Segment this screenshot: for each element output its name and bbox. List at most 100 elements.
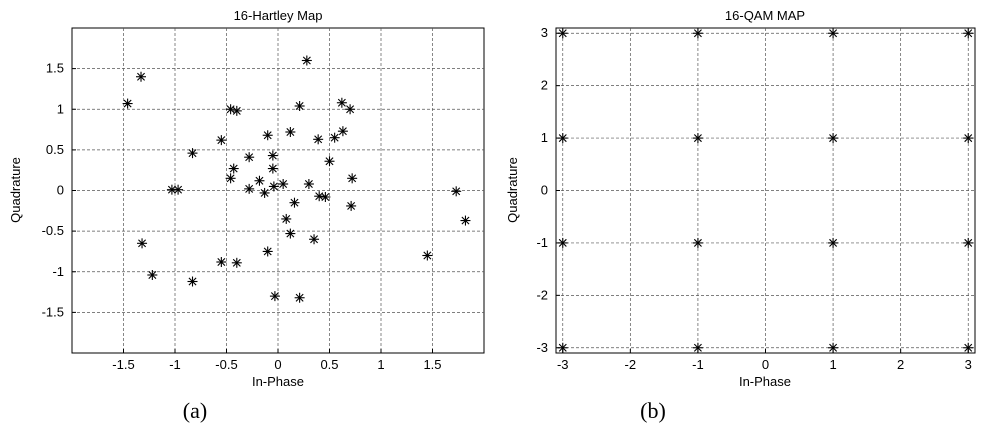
x-tick-label: -0.5 <box>215 357 237 372</box>
data-point <box>451 186 462 197</box>
panel-caption: (b) <box>640 398 666 423</box>
x-axis-label: In-Phase <box>252 374 304 389</box>
panel-caption: (a) <box>183 398 207 423</box>
data-point <box>267 150 278 161</box>
y-tick-label: 0 <box>541 183 548 198</box>
data-point <box>281 213 292 224</box>
x-tick-label: 0.5 <box>320 357 338 372</box>
data-point <box>228 163 239 174</box>
data-point <box>244 152 255 163</box>
x-tick-label: -2 <box>625 357 637 372</box>
data-point <box>324 156 335 167</box>
y-tick-label: 1.5 <box>46 61 64 76</box>
x-tick-label: -1 <box>169 357 181 372</box>
data-point <box>828 342 839 353</box>
data-point <box>269 291 280 302</box>
x-tick-label: -1.5 <box>112 357 134 372</box>
data-point <box>345 104 356 115</box>
data-point <box>262 246 273 257</box>
data-point <box>828 133 839 144</box>
data-point <box>692 28 703 39</box>
data-point <box>278 179 289 189</box>
data-point <box>122 98 133 109</box>
x-tick-label: 1 <box>829 357 836 372</box>
x-tick-label: 1 <box>377 357 384 372</box>
data-point <box>244 183 255 194</box>
x-tick-label: -1 <box>692 357 704 372</box>
data-point <box>963 237 974 248</box>
x-tick-label: -3 <box>557 357 569 372</box>
data-point <box>337 126 348 137</box>
y-axis-label: Quadrature <box>505 157 520 223</box>
data-point <box>303 179 314 189</box>
x-axis-label: In-Phase <box>739 374 791 389</box>
data-point <box>963 342 974 353</box>
data-point <box>187 276 198 287</box>
y-tick-label: -1 <box>536 235 548 250</box>
qam-map-panel: 16-QAM MAP In-Phase Quadrature (b) -3 -2 -… <box>505 8 976 423</box>
y-tick-label: -1.5 <box>42 304 64 319</box>
data-point <box>301 55 312 66</box>
data-point <box>285 127 296 137</box>
data-point <box>136 71 147 82</box>
data-point <box>422 250 433 261</box>
data-point <box>294 292 305 303</box>
data-point <box>231 257 242 268</box>
data-point <box>187 148 198 159</box>
data-point <box>231 105 242 116</box>
data-point <box>254 175 265 186</box>
data-point <box>336 97 347 108</box>
chart-title: 16-QAM MAP <box>725 8 805 23</box>
y-tick-label: 3 <box>541 25 548 40</box>
data-point <box>285 228 296 239</box>
y-tick-label: 1 <box>57 101 64 116</box>
y-tick-label: -3 <box>536 340 548 355</box>
data-point <box>692 342 703 353</box>
x-tick-label: 1.5 <box>423 357 441 372</box>
x-tick-label: 2 <box>897 357 904 372</box>
y-axis-label: Quadrature <box>8 157 23 223</box>
data-point <box>963 133 974 144</box>
hartley-map-panel: 16-Hartley Map In-Phase Quadrature (a) -… <box>8 8 485 423</box>
data-point <box>828 28 839 39</box>
data-point <box>225 173 236 184</box>
data-point <box>557 133 568 144</box>
y-tick-label: 0 <box>57 183 64 198</box>
data-point <box>313 134 324 145</box>
data-point <box>557 237 568 248</box>
data-point <box>216 135 227 146</box>
data-point <box>137 238 148 249</box>
data-point <box>309 234 320 245</box>
y-tick-label: -0.5 <box>42 223 64 238</box>
data-point <box>692 133 703 144</box>
y-tick-label: -2 <box>536 287 548 302</box>
y-tick-label: -1 <box>52 264 64 279</box>
y-tick-label: 0.5 <box>46 142 64 157</box>
data-point <box>294 101 305 111</box>
chart-title: 16-Hartley Map <box>234 8 323 23</box>
data-point <box>320 192 331 202</box>
x-tick-label: 3 <box>965 357 972 372</box>
data-point <box>692 237 703 248</box>
data-point <box>173 184 184 195</box>
data-point <box>216 257 227 267</box>
data-point <box>557 28 568 39</box>
data-point <box>963 28 974 39</box>
data-point <box>259 187 270 198</box>
data-point <box>347 173 358 184</box>
grid <box>556 28 975 353</box>
data-point <box>262 130 273 141</box>
data-point <box>828 237 839 248</box>
grid <box>72 28 484 353</box>
data-point <box>267 163 278 174</box>
data-point <box>557 342 568 353</box>
y-tick-label: 2 <box>541 78 548 93</box>
data-point <box>289 197 300 208</box>
y-tick-label: 1 <box>541 130 548 145</box>
data-point <box>460 215 471 226</box>
data-point <box>147 270 158 280</box>
x-tick-label: 0 <box>274 357 281 372</box>
data-point <box>346 200 357 211</box>
data-point <box>268 181 279 192</box>
